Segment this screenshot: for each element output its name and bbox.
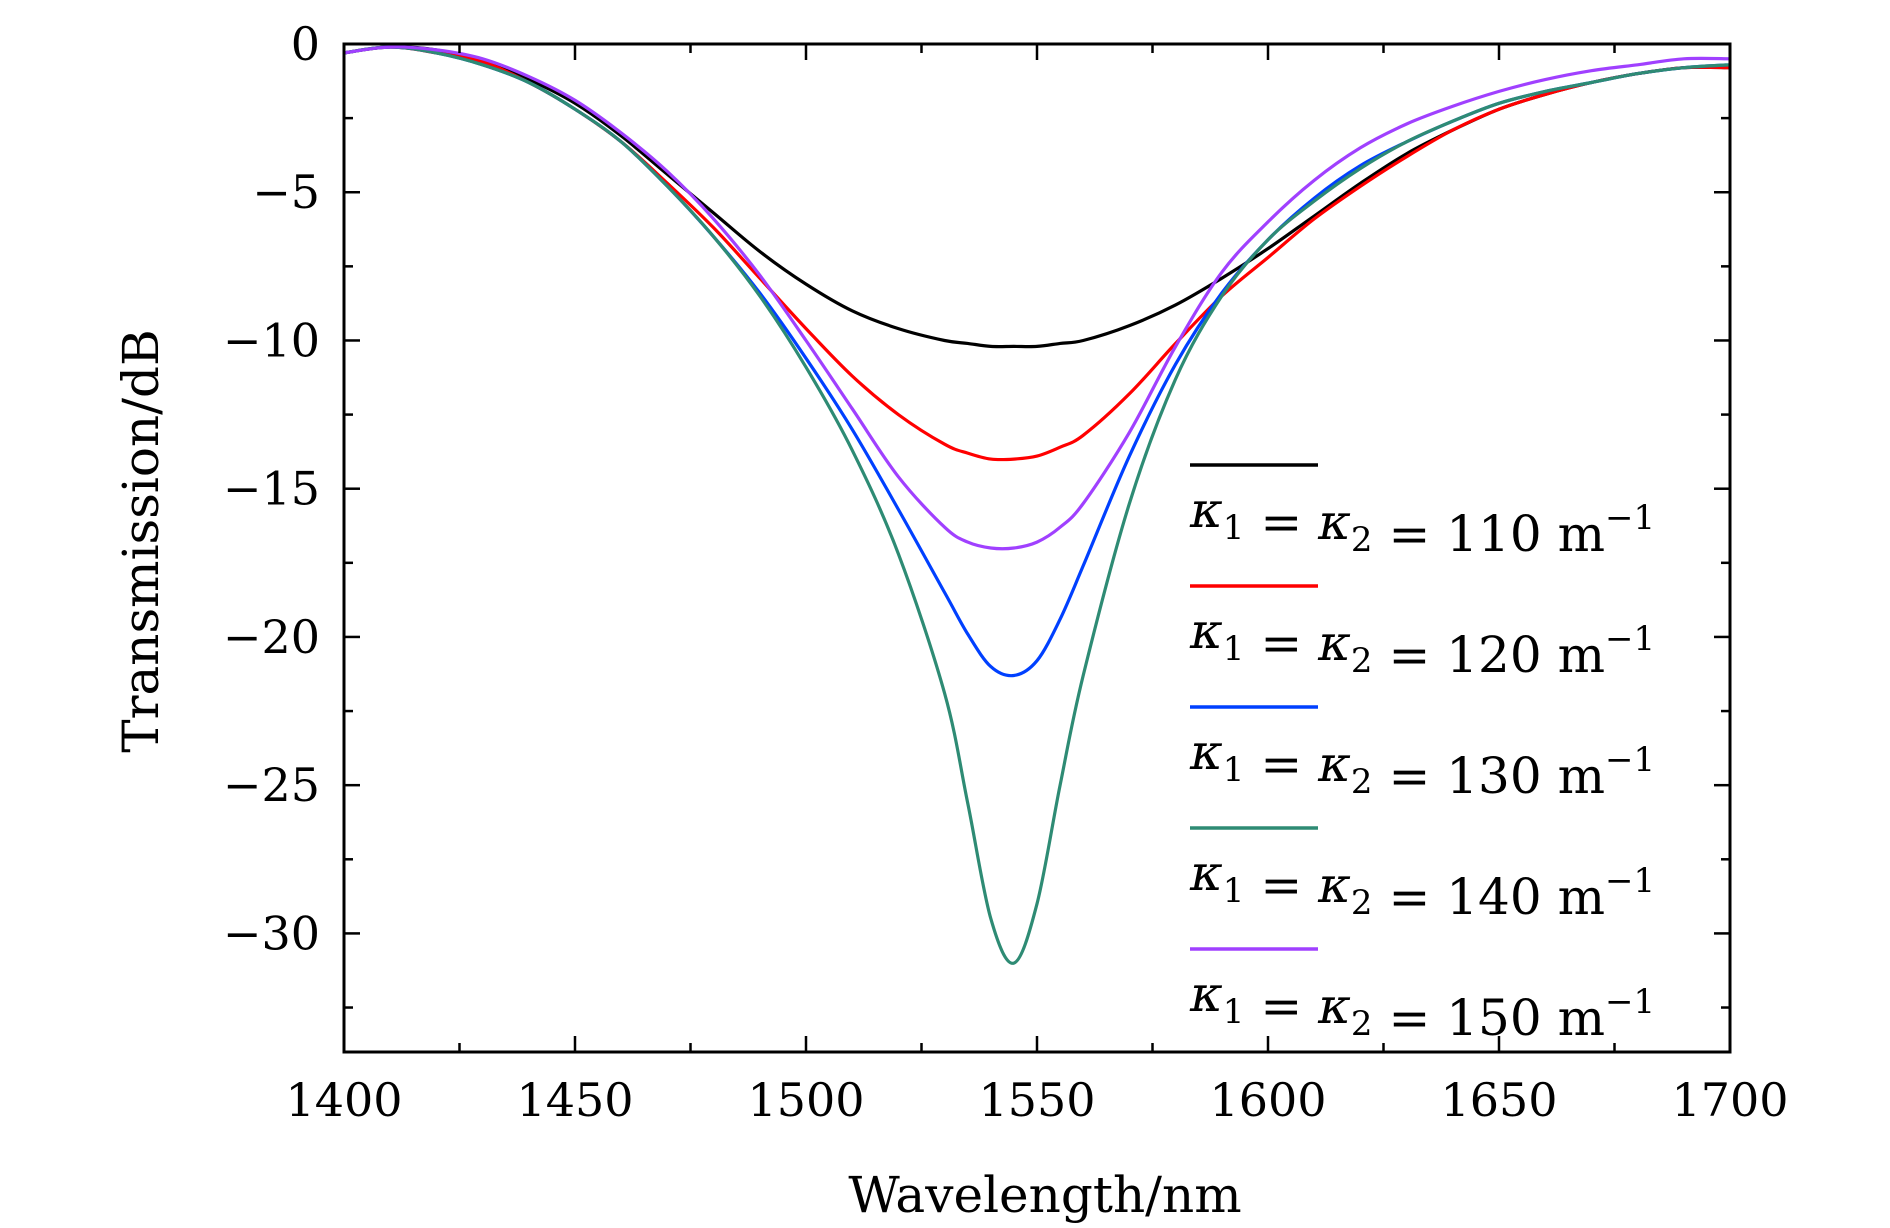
legend-label-130: κ1 = κ2 = 130 m−1 bbox=[1189, 723, 1655, 805]
legend-label-150: κ1 = κ2 = 150 m−1 bbox=[1189, 965, 1655, 1047]
x-tick-label-1400: 1400 bbox=[285, 1073, 402, 1127]
x-tick-label-1700: 1700 bbox=[1671, 1073, 1788, 1127]
series-line-130 bbox=[343, 45, 1731, 678]
y-tick-label-0: 0 bbox=[291, 17, 320, 71]
y-tick-label--20: −20 bbox=[223, 610, 320, 664]
y-tick-label--25: −25 bbox=[223, 758, 320, 812]
x-tick-label-1450: 1450 bbox=[516, 1073, 633, 1127]
y-tick-label--30: −30 bbox=[223, 906, 320, 960]
legend-label-120: κ1 = κ2 = 120 m−1 bbox=[1189, 602, 1655, 684]
axes-layer: 1400 1450 1500 1550 1600 1650 1700 0 −5 −10 −15 −20… bbox=[223, 17, 1789, 1127]
x-tick-label-1600: 1600 bbox=[1209, 1073, 1326, 1127]
plot-layer bbox=[343, 45, 1731, 965]
series-line-140 bbox=[343, 45, 1731, 965]
y-tick-label--15: −15 bbox=[223, 462, 320, 516]
x-tick-label-1500: 1500 bbox=[747, 1073, 864, 1127]
legend: κ1 = κ2 = 110 m−1 κ1 = κ2 = 120 m−1 κ1 = κ… bbox=[1189, 463, 1655, 1047]
x-tick-label-1650: 1650 bbox=[1440, 1073, 1557, 1127]
legend-label-140: κ1 = κ2 = 140 m−1 bbox=[1189, 844, 1655, 926]
x-axis-title: Wavelength/nm bbox=[848, 1166, 1241, 1224]
legend-label-110: κ1 = κ2 = 110 m−1 bbox=[1189, 481, 1655, 563]
y-tick-label--5: −5 bbox=[252, 165, 320, 219]
series-line-110 bbox=[343, 45, 1731, 349]
y-tick-label--10: −10 bbox=[223, 313, 320, 367]
x-tick-label-1550: 1550 bbox=[978, 1073, 1095, 1127]
series-line-150 bbox=[343, 45, 1731, 551]
y-axis-title: Transmission/dB bbox=[112, 329, 170, 753]
series-line-120 bbox=[343, 45, 1731, 462]
